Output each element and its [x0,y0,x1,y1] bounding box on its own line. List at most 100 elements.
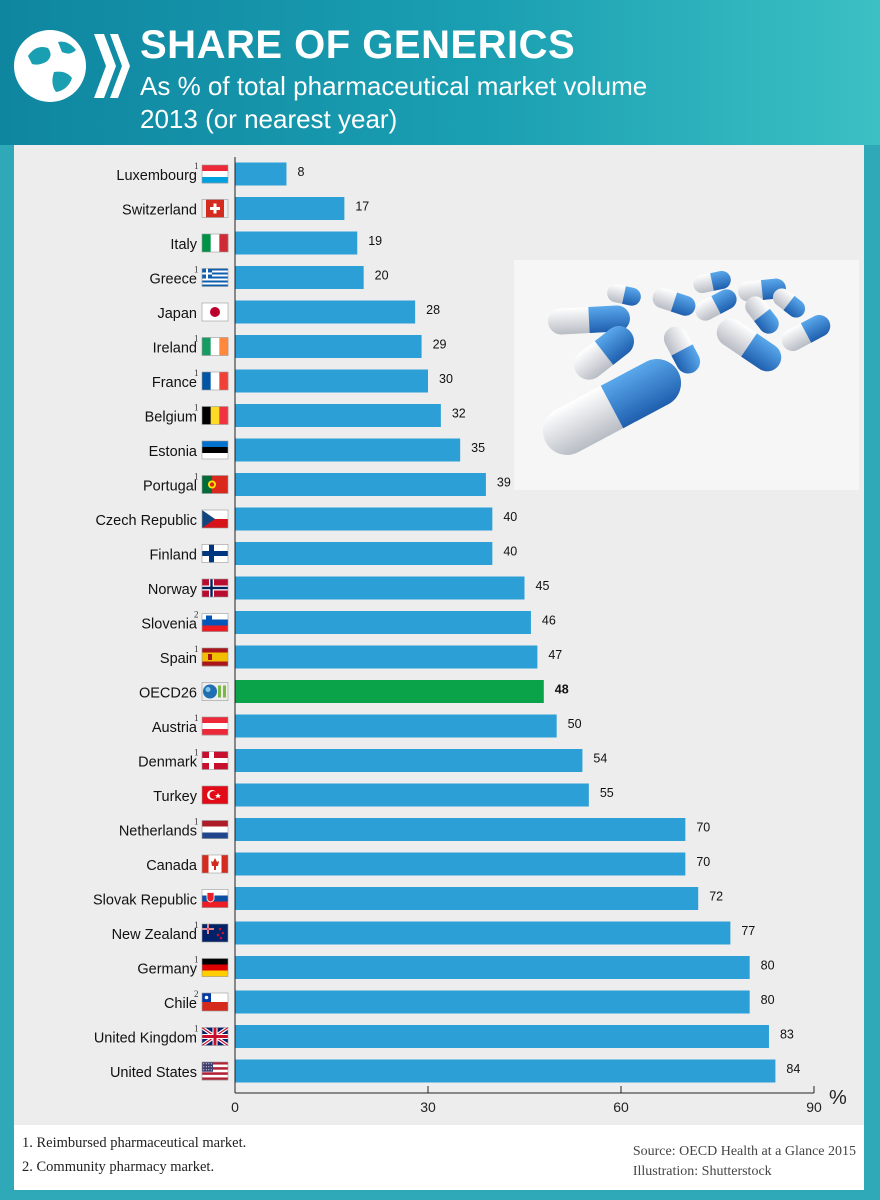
switzerland-flag [201,199,229,218]
bar [235,749,583,772]
value-label: 55 [600,786,614,800]
bar-row-czech-republic: Czech Republic 40 [95,507,517,531]
category-label: United Kingdom [94,1031,197,1047]
slovenia-flag [201,613,229,632]
germany-flag [201,958,229,977]
norway-flag [201,578,229,598]
france-flag [201,371,229,391]
value-label: 28 [426,303,440,317]
category-label: Slovenia [141,617,198,633]
luxembourg-flag [201,164,229,184]
category-label: Finland [149,548,197,564]
footnote-1: 1. Reimbursed pharmaceutical market. [22,1135,247,1151]
value-label: 83 [780,1028,794,1042]
bar [235,818,686,841]
capsule-pill-icon [693,270,731,294]
footnote-mark: 1 [194,713,199,723]
bar [235,956,750,979]
footer: 1. Reimbursed pharmaceutical market. 2. … [14,1125,864,1190]
category-label: Spain [160,651,197,667]
capsule-pill-icon [716,318,782,372]
bar [235,335,422,358]
chile-flag [201,992,229,1012]
category-label: Chile [164,996,197,1012]
footnote-mark: 1 [194,955,199,965]
x-tick-label: 30 [420,1099,436,1115]
footnote-2: 2. Community pharmacy market. [22,1159,215,1175]
value-label: 40 [503,545,517,559]
value-label: 80 [761,993,775,1007]
bar [235,921,731,945]
estonia-flag [201,440,229,460]
bar-row-italy: Italy 19 [170,231,382,255]
bar [235,852,686,876]
capsule-pill-icon [652,288,696,316]
value-label: 50 [568,717,582,731]
value-label: 30 [439,372,453,386]
source-text: Source: OECD Health at a Glance 2015 [632,1144,856,1159]
category-label: Belgium [145,410,197,426]
value-label: 46 [542,614,556,628]
bar [235,714,557,738]
category-label: Norway [148,582,198,598]
x-tick-label: 90 [806,1099,822,1115]
bar [235,197,345,220]
canada-flag [201,854,229,874]
page-subtitle: As % of total pharmaceutical market volu… [140,70,647,136]
bar [235,542,493,565]
footnote-mark: 1 [194,472,199,482]
category-label: France [152,375,197,391]
footnote-mark: 2 [194,989,199,999]
netherlands-flag [201,820,229,839]
value-label: 39 [497,476,511,490]
category-label: Czech Republic [95,513,197,529]
page-title: SHARE OF GENERICS [140,23,576,67]
bar-row-finland: Finland 40 [149,542,517,565]
footnote-mark: 1 [194,817,199,827]
value-label: 72 [709,890,723,904]
bar [235,1059,776,1083]
turkey-flag [201,785,229,805]
bar [235,300,416,324]
value-label: 48 [555,683,569,697]
category-label: Austria [152,720,198,736]
bar [235,404,441,427]
bar [235,266,364,289]
category-label: Canada [146,858,198,874]
unit-label: % [829,1087,847,1109]
header-banner: SHARE OF GENERICS As % of total pharmace… [0,0,880,145]
value-label: 19 [368,234,382,248]
bar [235,611,531,634]
spain-flag [201,647,229,667]
denmark-flag [201,751,229,770]
footnote-mark: 1 [194,334,199,344]
category-label: Denmark [138,755,198,771]
value-label: 17 [355,200,369,214]
capsule-pill-icon [781,314,831,352]
bar-row-canada: Canada 70 [146,852,710,876]
value-label: 20 [375,269,389,283]
value-label: 29 [433,338,447,352]
pills-capsules-illustration [514,260,859,490]
category-label: Greece [149,272,197,288]
footnote-mark: 1 [194,644,199,654]
category-label: United States [110,1065,197,1081]
footnote-mark: 1 [194,403,199,413]
ireland-flag [201,337,229,356]
value-label: 45 [536,579,550,593]
category-label: Slovak Republic [93,893,197,909]
category-label: Ireland [153,341,197,357]
oecd-logo-icon [201,682,229,701]
value-label: 35 [471,441,485,455]
bar-row-united-states: United States 84 [110,1059,800,1083]
value-label: 77 [741,924,755,938]
capsule-pill-icon [695,289,737,321]
illustration-credit: Illustration: Shutterstock [632,1164,772,1179]
x-tick-label: 0 [231,1099,239,1115]
